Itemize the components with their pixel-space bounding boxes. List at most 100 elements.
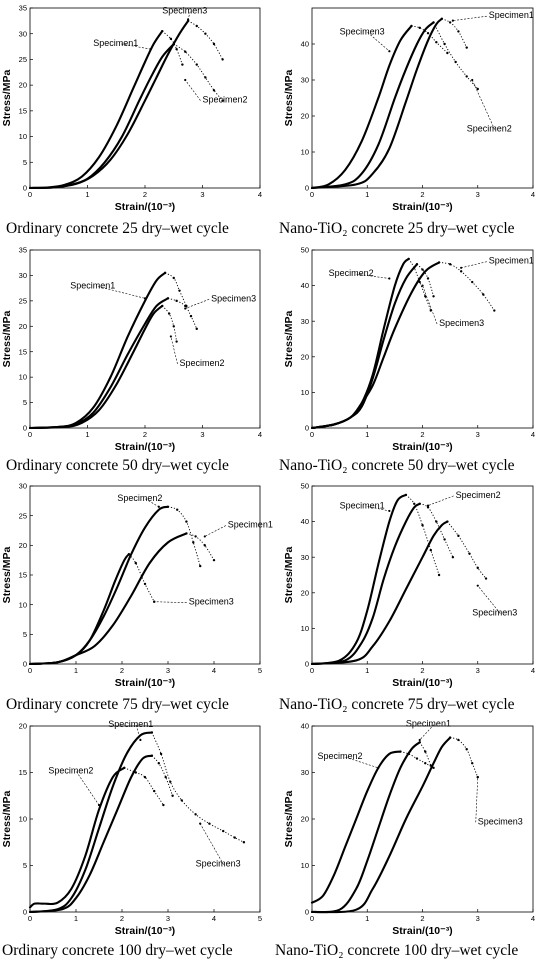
y-tick-label: 0 [23, 908, 27, 917]
y-tick-label: 30 [19, 271, 27, 280]
annotation-leader [367, 506, 390, 512]
data-point [418, 26, 421, 29]
x-tick-label: 4 [212, 666, 216, 675]
annotation-leader [204, 525, 226, 537]
x-axis-label: Strain/(10⁻³) [115, 441, 175, 453]
data-point [185, 532, 188, 535]
series-line-specimen2 [310, 750, 402, 904]
series-line-specimen2 [28, 42, 175, 190]
annotation-label: Specimen3 [211, 293, 256, 303]
data-point [171, 794, 174, 797]
data-point [418, 741, 421, 744]
x-axis-label: Strain/(10⁻³) [115, 925, 175, 937]
y-tick-label: 40 [301, 722, 309, 731]
x-tick-label: 4 [258, 190, 262, 199]
y-tick-label: 30 [19, 29, 27, 38]
data-point [123, 766, 126, 770]
x-tick-label: 2 [120, 666, 124, 675]
annotation-label: Specimen1 [108, 719, 153, 729]
data-point [465, 46, 468, 49]
data-point [415, 263, 419, 266]
data-point [169, 37, 173, 41]
data-point [429, 548, 432, 552]
y-tick-label: 0 [305, 908, 309, 917]
data-point [424, 750, 427, 753]
y-tick-label: 15 [19, 106, 27, 115]
chart-caption: Nano-TiO₂ concrete 25 dry–wet cycle [279, 220, 515, 237]
y-tick-label: 30 [301, 76, 309, 85]
data-point [459, 270, 463, 273]
x-tick-label: 3 [166, 666, 170, 675]
y-tick-label: 15 [19, 347, 27, 356]
x-tick-label: 0 [310, 190, 314, 199]
series-tail-specimen3 [167, 297, 198, 330]
annotation-arrowhead [471, 78, 474, 82]
data-point [143, 582, 147, 586]
x-axis-label: Strain/(10⁻³) [115, 677, 175, 689]
data-point [465, 748, 468, 751]
y-tick-label: 15 [19, 571, 27, 580]
series-tail-specimen3 [447, 521, 487, 579]
data-point [167, 312, 171, 315]
x-tick-label: 4 [531, 666, 535, 675]
data-point [175, 299, 178, 303]
x-tick-label: 2 [143, 430, 147, 439]
data-point [181, 63, 184, 66]
data-point [471, 762, 474, 765]
y-tick-label: 20 [19, 722, 27, 731]
data-point [195, 24, 198, 28]
chart-svg: 0 1 2 3 4 0 5 10 15 20 25 30 35 Strain/(10⁻³) Stress/M… [1, 4, 262, 213]
x-tick-label: 4 [531, 430, 535, 439]
y-tick-label: 30 [19, 482, 27, 491]
series-line-specimen3 [28, 19, 190, 190]
y-axis-label: Stress/MPa [283, 547, 295, 604]
x-tick-label: 2 [143, 190, 147, 199]
x-tick-label: 1 [74, 666, 78, 675]
data-point [421, 523, 424, 527]
x-tick-label: 1 [85, 190, 89, 199]
series-line-specimen1 [310, 17, 443, 190]
y-tick-label: 25 [19, 55, 27, 64]
annotation-leader [185, 79, 201, 101]
annotation-arrowhead [451, 19, 454, 22]
data-point [184, 50, 187, 53]
data-point [161, 29, 164, 33]
data-point [189, 314, 193, 318]
annotation-arrowhead [388, 277, 391, 280]
x-tick-label: 0 [28, 190, 32, 199]
series-line-specimen3 [310, 736, 452, 914]
data-point [440, 17, 444, 20]
series-tail-specimen3 [151, 755, 174, 796]
y-axis-label: Stress/MPa [1, 791, 13, 848]
data-point [424, 295, 427, 298]
data-point [482, 293, 485, 296]
data-point [443, 42, 446, 46]
x-tick-label: 1 [365, 666, 369, 675]
x-tick-label: 5 [258, 914, 262, 923]
x-tick-label: 4 [258, 430, 262, 439]
x-tick-label: 0 [310, 914, 314, 923]
annotation-leader [135, 725, 141, 741]
annotation-label: Specimen1 [489, 256, 534, 266]
chart-nano-75: 0 1 2 3 4 0 10 20 30 40 50 Strain/(10⁻³) Stress/MPa S… [275, 478, 550, 718]
y-tick-label: 10 [301, 148, 309, 157]
annotation-label: Specimen3 [196, 859, 241, 869]
series-tail-specimen2 [419, 503, 454, 558]
y-tick-label: 40 [301, 40, 309, 49]
data-point [212, 89, 216, 92]
annotation-leader [367, 32, 390, 52]
annotation-arrowhead [421, 284, 424, 287]
annotation-label: Specimen3 [340, 26, 385, 36]
x-tick-label: 2 [420, 914, 424, 923]
y-tick-label: 25 [19, 296, 27, 305]
data-point [448, 21, 452, 24]
series-tail-specimen1 [186, 533, 215, 561]
data-point [212, 558, 216, 562]
y-tick-label: 10 [19, 600, 27, 609]
data-point [426, 277, 430, 280]
series-tail-specimen3 [128, 553, 155, 602]
series-line-specimen1 [310, 261, 441, 430]
series-tail-specimen2 [433, 22, 479, 90]
annotation-arrowhead [169, 335, 172, 338]
annotation-leader [471, 79, 495, 130]
